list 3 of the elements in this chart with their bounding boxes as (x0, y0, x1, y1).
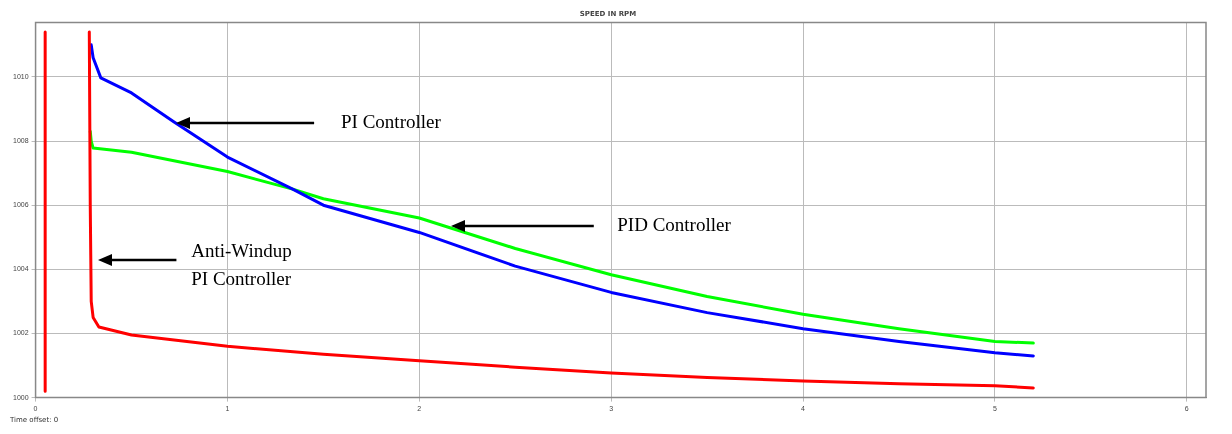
annotation: PID Controller (617, 214, 732, 236)
annotation: Anti-Windup PI Controller (191, 239, 292, 289)
annotation: PI Controller (341, 111, 442, 133)
